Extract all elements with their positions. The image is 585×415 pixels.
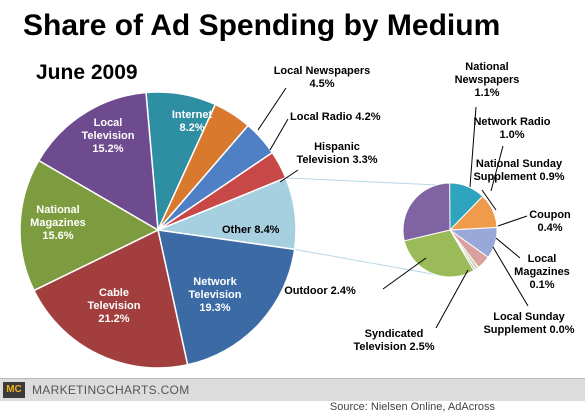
leader-outdoor [382,257,427,290]
slice-labels: Internet 8.2% Local Newspapers 4.5% Local Ra… [30,61,575,353]
pie-chart-svg: Share of Ad Spending by Medium June 2009… [19,9,575,369]
breakout-slice-syndicated_tv [403,229,475,278]
breakout-label-national_newspapers: National Newspapers 1.1% [455,61,520,99]
label-cable_tv: Cable Television 21.2% [88,287,141,325]
pie-slice-cable_tv [32,228,189,369]
breakout-connectors [285,177,439,276]
breakout-label-local_magazines: Local Magazines 0.1% [514,253,570,291]
leader-coupon [497,215,528,227]
leader-local_sunday_supplement [492,246,529,307]
leader-national_sunday_supplement [481,189,497,211]
breakout-label-network_radio: Network Radio 1.0% [473,116,550,141]
label-local_newspapers: Local Newspapers 4.5% [274,65,371,90]
pie-slice-network_tv [157,229,296,366]
breakout-label-local_sunday_supplement: Local Sunday Supplement 0.0% [483,311,574,336]
breakout-label-syndicated_tv: Syndicated Television 2.5% [353,328,434,353]
source-note: Source: Nielsen Online, AdAcross [329,401,495,413]
label-other: Other 8.4% [222,224,280,236]
label-national_magazines: National Magazines 15.6% [30,204,86,242]
leader-national_newspapers [469,106,477,188]
leader-local_newspapers [257,87,287,131]
leader-lines [257,87,529,329]
leader-network_radio [490,145,504,192]
label-hispanic_tv: Hispanic Television 3.3% [296,141,377,166]
label-local_radio: Local Radio 4.2% [290,111,381,123]
chart-title: Share of Ad Spending by Medium [23,9,500,42]
breakout-label-national_sunday_supplement: National Sunday Supplement 0.9% [473,158,564,183]
label-internet: Internet 8.2% [172,109,213,134]
breakout-label-coupon: Coupon 0.4% [529,209,571,234]
breakout-label-outdoor: Outdoor 2.4% [284,285,356,297]
footer-bar: MC MARKETINGCHARTS.COM [0,378,585,401]
breakout-slice-outdoor [402,182,451,242]
label-local_tv: Local Television 15.2% [82,117,135,155]
leader-local_radio [269,118,289,151]
footer-site-name[interactable]: MARKETINGCHARTS.COM [32,383,190,397]
label-network_tv: Network Television 19.3% [189,276,242,314]
connector-top [285,177,439,186]
pie-slice-national_magazines [19,159,160,292]
chart-subtitle: June 2009 [36,61,138,84]
connector-bottom [294,248,439,276]
marketingcharts-logo: MC [3,382,25,398]
breakout-pie [402,182,498,278]
pie-slice-local_tv [37,91,159,232]
main-pie [19,91,297,369]
leader-hispanic_tv [279,169,299,183]
leader-syndicated_tv [435,269,469,329]
leader-local_magazines [495,237,521,259]
